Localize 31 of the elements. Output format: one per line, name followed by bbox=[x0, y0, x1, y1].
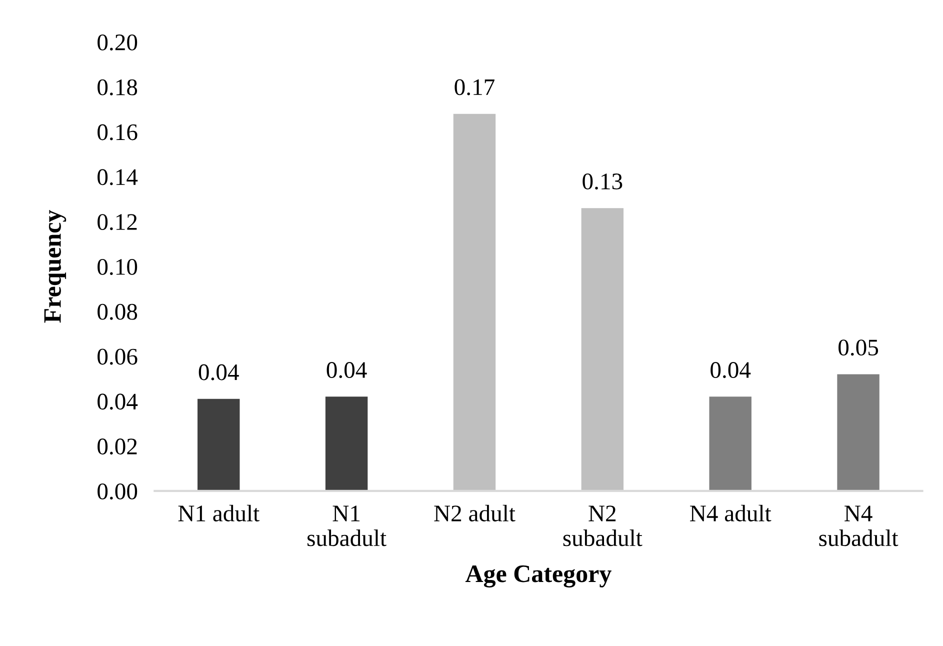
y-tick-label: 0.08 bbox=[98, 304, 138, 320]
x-tick-label: N2 adult bbox=[434, 504, 516, 522]
y-tick-label: 0.14 bbox=[98, 169, 138, 186]
bar bbox=[198, 398, 240, 491]
bar bbox=[325, 396, 368, 491]
y-tick-label: 0.06 bbox=[98, 348, 138, 365]
y-tick-label: 0.16 bbox=[98, 124, 138, 140]
data-label: 0.13 bbox=[582, 173, 622, 190]
data-label: 0.04 bbox=[326, 362, 367, 378]
bar bbox=[837, 374, 880, 491]
bar bbox=[709, 396, 752, 491]
y-tick-label: 0.04 bbox=[98, 394, 138, 410]
data-label: 0.05 bbox=[838, 340, 878, 356]
y-tick-label: 0.12 bbox=[98, 214, 137, 230]
bar bbox=[453, 114, 496, 491]
y-axis-title: Frequency bbox=[44, 210, 66, 323]
y-tick-label: 0.00 bbox=[98, 483, 138, 500]
y-tick-label: 0.02 bbox=[98, 438, 137, 455]
x-tick-label: N2 subadult bbox=[563, 506, 642, 546]
x-axis-title: Age Category bbox=[465, 565, 612, 588]
y-tick-label: 0.10 bbox=[98, 258, 138, 276]
y-tick-label: 0.18 bbox=[98, 79, 138, 96]
x-tick-label: N1 subadult bbox=[308, 506, 386, 546]
x-tick-label: N1 adult bbox=[178, 504, 260, 522]
data-label: 0.04 bbox=[710, 362, 751, 378]
x-tick-label: N4 subadult bbox=[819, 506, 898, 546]
y-tick-label: 0.20 bbox=[98, 34, 138, 51]
bar bbox=[581, 208, 624, 491]
x-tick-label: N4 adult bbox=[690, 504, 772, 522]
data-label: 0.04 bbox=[198, 364, 239, 380]
data-label: 0.17 bbox=[454, 79, 494, 96]
